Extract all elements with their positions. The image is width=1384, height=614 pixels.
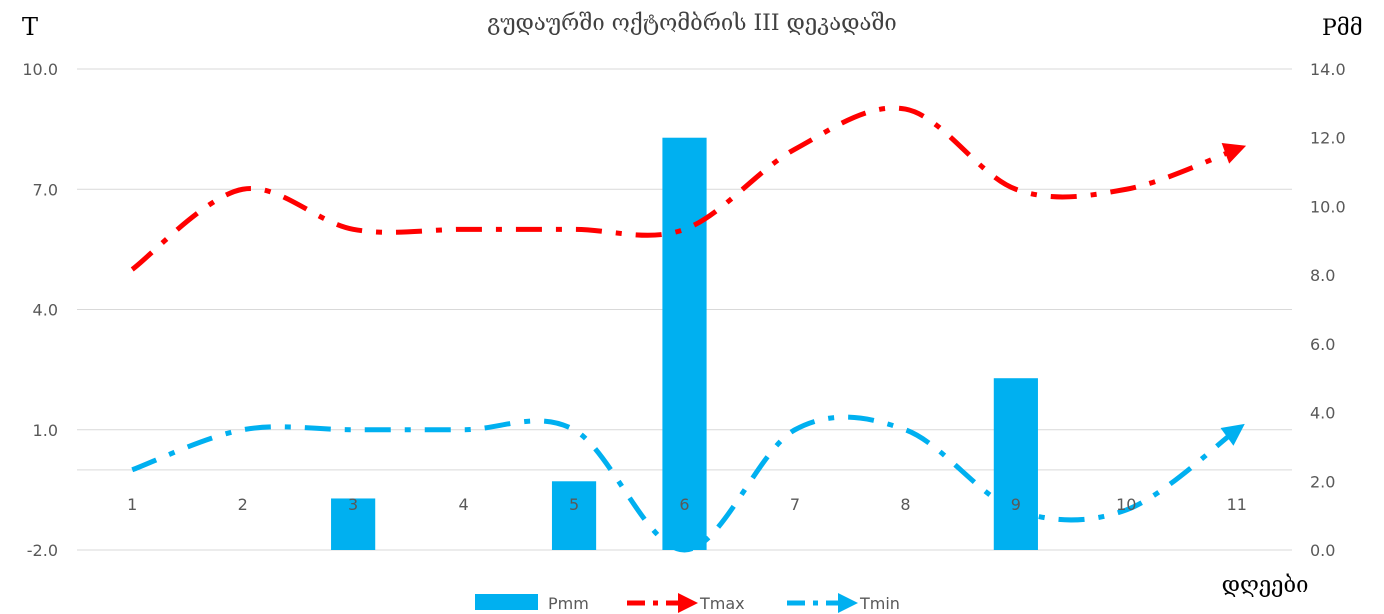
- left-axis-tick-labels: 10.0 7.0 4.0 1.0 -2.0: [22, 60, 58, 560]
- x-axis-tick-label: 1: [127, 495, 137, 514]
- x-axis-tick-label: 11: [1227, 495, 1247, 514]
- left-axis-title: T: [22, 13, 38, 41]
- x-axis-tick-label: 7: [790, 495, 800, 514]
- bar-pmm-day-5: [551, 481, 597, 550]
- legend-arrow-tmin: [838, 593, 858, 613]
- x-axis-title: დღეები: [1222, 573, 1309, 598]
- right-axis-tick-label: 4.0: [1310, 404, 1335, 423]
- legend-swatch-pmm: [475, 594, 538, 610]
- legend-label-tmin: Tmin: [859, 594, 900, 613]
- right-axis-tick-label: 6.0: [1310, 335, 1335, 354]
- bar-pmm-day-3: [331, 498, 376, 550]
- legend: Pmm Tmax Tmin: [475, 593, 900, 613]
- right-axis-tick-label: 14.0: [1310, 60, 1346, 79]
- x-axis-tick-label: 3: [348, 495, 358, 514]
- left-axis-tick-label: 4.0: [33, 301, 58, 320]
- right-axis-tick-label: 12.0: [1310, 129, 1346, 148]
- right-axis-tick-label: 8.0: [1310, 266, 1335, 285]
- left-axis-tick-label: -2.0: [27, 541, 58, 560]
- arrow-tmax-end: [1221, 142, 1247, 164]
- legend-label-tmax: Tmax: [699, 594, 745, 613]
- bar-series-pmm: [331, 137, 1038, 550]
- x-axis-tick-label: 10: [1116, 495, 1136, 514]
- legend-arrow-tmax: [678, 593, 698, 613]
- x-axis-tick-label: 8: [900, 495, 910, 514]
- x-axis-tick-labels: 1 2 3 4 5 6 7 8 9 10 11: [127, 495, 1247, 514]
- right-axis-title: Pმმ: [1322, 16, 1363, 41]
- x-axis-tick-label: 6: [679, 495, 689, 514]
- line-series: [130, 105, 1247, 553]
- arrow-tmin-end: [1220, 423, 1245, 446]
- left-axis-tick-label: 7.0: [33, 180, 58, 199]
- legend-label-pmm: Pmm: [548, 594, 589, 613]
- x-axis-tick-label: 4: [458, 495, 468, 514]
- x-axis-tick-label: 5: [569, 495, 579, 514]
- x-axis-tick-label: 2: [238, 495, 248, 514]
- right-axis-tick-label: 2.0: [1310, 472, 1335, 491]
- bar-pmm-day-6: [662, 137, 707, 550]
- x-axis-tick-label: 9: [1011, 495, 1021, 514]
- right-axis-tick-labels: 14.0 12.0 10.0 8.0 6.0 4.0 2.0 0.0: [1310, 60, 1346, 560]
- right-axis-tick-label: 10.0: [1310, 197, 1346, 216]
- right-axis-tick-label: 0.0: [1310, 541, 1335, 560]
- left-axis-tick-label: 1.0: [33, 421, 58, 440]
- line-tmin: [131, 414, 1239, 553]
- bar-pmm-day-9: [993, 378, 1038, 550]
- chart-title: გუდაურში ოქტომბრის III დეკადაში: [487, 11, 897, 36]
- left-axis-tick-label: 10.0: [22, 60, 58, 79]
